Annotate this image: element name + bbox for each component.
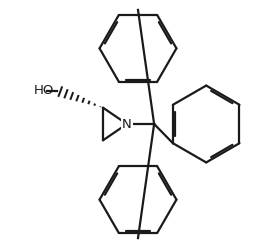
Text: HO: HO xyxy=(34,84,54,97)
Text: N: N xyxy=(122,118,132,130)
